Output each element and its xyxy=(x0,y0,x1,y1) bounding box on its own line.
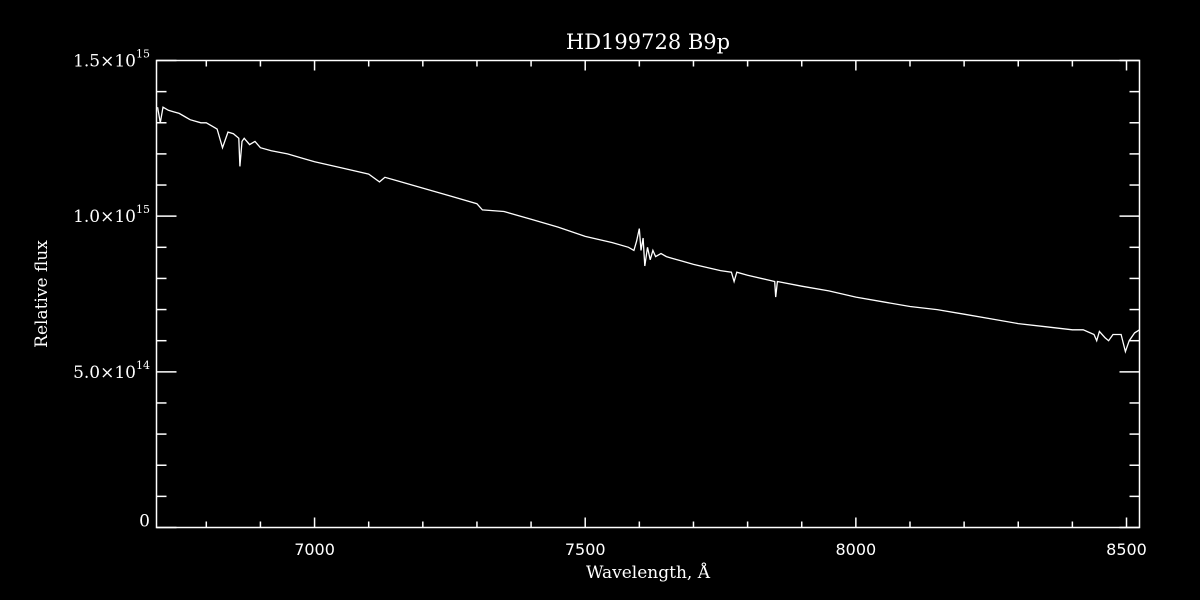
y-tick-label: 5.0×1014 xyxy=(73,359,150,383)
plot-frame xyxy=(155,59,1141,529)
y-tick-mantissa: 1.5×10 xyxy=(73,52,136,72)
y-axis-label: Relative flux xyxy=(32,240,52,348)
y-tick-label: 0 xyxy=(139,512,150,532)
x-tick-label: 8500 xyxy=(1106,540,1147,559)
y-tick-exponent: 15 xyxy=(136,203,150,216)
y-tick-label: 1.0×1015 xyxy=(73,203,150,227)
x-tick-label: 7000 xyxy=(294,540,335,559)
x-tick-label: 8000 xyxy=(835,540,876,559)
y-tick-label: 1.5×1015 xyxy=(73,48,150,72)
y-tick-mantissa: 1.0×10 xyxy=(73,207,136,227)
x-tick-label: 7500 xyxy=(565,540,606,559)
x-axis-label: Wavelength, Å xyxy=(586,562,711,583)
chart-title: HD199728 B9p xyxy=(566,30,730,54)
y-tick-exponent: 15 xyxy=(136,48,150,61)
axis-ticks xyxy=(156,59,1140,529)
spectrum-line xyxy=(156,106,1140,354)
y-tick-exponent: 14 xyxy=(136,359,150,372)
y-tick-mantissa: 0 xyxy=(139,512,150,532)
tick-labels: 7000 7500 8000 850005.0×10141.0×10151.5×101… xyxy=(73,48,1147,560)
y-tick-mantissa: 5.0×10 xyxy=(73,363,136,383)
